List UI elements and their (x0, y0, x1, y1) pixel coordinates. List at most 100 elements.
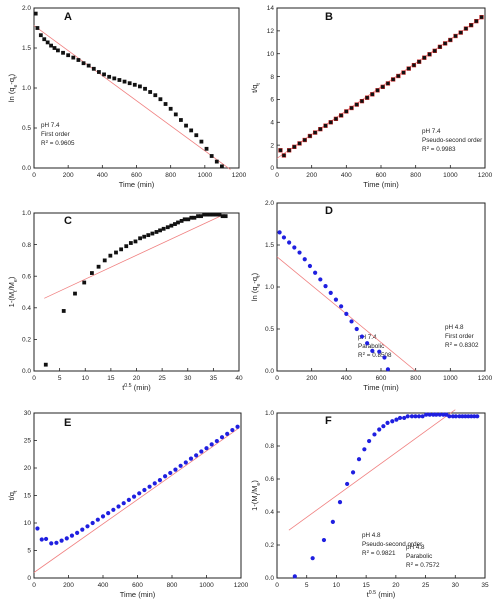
x-tick-label: 20 (392, 582, 400, 589)
y-tick-label: 0.6 (22, 273, 31, 280)
data-point (189, 128, 194, 133)
x-tick-label: 1000 (198, 172, 213, 179)
data-point (199, 139, 204, 144)
data-point (209, 154, 214, 158)
data-point (107, 74, 112, 79)
data-point (432, 48, 437, 54)
data-point (292, 245, 297, 250)
data-point (138, 236, 142, 241)
x-tick-label: 0 (32, 582, 36, 589)
data-point (59, 538, 64, 543)
data-point (111, 507, 116, 512)
data-point (126, 497, 131, 502)
fit-line (288, 409, 456, 531)
data-point (370, 92, 375, 97)
data-point (437, 412, 442, 417)
annotation-line: pH 7.4 (41, 122, 60, 129)
x-tick-label: 200 (63, 582, 74, 589)
y-tick-label: 6 (270, 97, 274, 104)
y-tick-label: 25 (24, 438, 32, 445)
data-point (310, 556, 315, 561)
data-point (411, 62, 417, 68)
x-tick-label: 1200 (234, 582, 249, 589)
data-point (312, 130, 318, 135)
annotation-line: pH 7.4 (422, 128, 441, 135)
fit-line (44, 214, 224, 299)
data-point (220, 164, 224, 169)
x-tick-label: 1200 (232, 172, 247, 179)
panel-letter: F (325, 415, 332, 427)
data-point (333, 297, 339, 302)
data-point (339, 304, 344, 309)
panel-d: 0 200 400 600 800 1000 1200 0.0 0.5 1.0 1.5 2.0 Time… (250, 200, 493, 392)
data-point (49, 541, 54, 546)
data-point (214, 212, 219, 217)
data-point (297, 141, 302, 146)
annotation-line: Pseudo-second order (362, 541, 422, 548)
data-point (292, 144, 297, 150)
panel-letter: D (325, 205, 333, 217)
y-tick-label: 2.0 (22, 5, 31, 12)
data-point (124, 244, 129, 249)
panel-a: 0 200 400 600 800 1000 1200 0.0 0.5 1.0 1.5 2.0 Time… (7, 5, 247, 189)
data-point (448, 37, 453, 43)
data-point (54, 540, 59, 545)
data-point (333, 116, 339, 122)
data-point (128, 241, 133, 245)
data-point (382, 355, 387, 360)
data-point (153, 93, 158, 98)
x-tick-label: 5 (58, 375, 62, 382)
y-tick-label: 0.0 (265, 368, 274, 375)
data-point (148, 90, 153, 94)
x-tick-label: 40 (235, 375, 243, 382)
data-point (204, 146, 209, 151)
x-tick-label: 1000 (443, 375, 458, 382)
data-point (80, 527, 85, 532)
data-point (458, 30, 463, 35)
y-tick-label: 0.2 (265, 542, 274, 549)
data-point (183, 460, 188, 465)
data-point (76, 58, 81, 62)
data-point (127, 81, 132, 86)
data-point (354, 102, 359, 107)
data-point (173, 222, 177, 226)
data-point (377, 349, 382, 354)
data-point (302, 257, 307, 262)
y-tick-label: 1.0 (22, 85, 31, 92)
data-point (474, 18, 479, 24)
data-point (307, 133, 313, 139)
x-axis-label: Time (min) (363, 383, 399, 392)
data-point (157, 478, 163, 483)
annotation-line: R2 = 0.9821 (362, 549, 396, 558)
x-axis-label: t0.5 (min) (122, 383, 151, 392)
data-point (168, 106, 173, 111)
data-point (424, 412, 429, 417)
data-point (102, 72, 106, 77)
panel-c: 0 5 10 15 20 25 30 35 40 0.0 0.2 0.4 0.6 0.8 1.0 t0.5 (… (7, 210, 392, 392)
annotation-line: First order (41, 131, 70, 138)
data-point (287, 240, 292, 245)
data-point (178, 463, 183, 468)
x-tick-label: 800 (167, 582, 178, 589)
data-point (106, 510, 111, 516)
data-point (176, 220, 180, 225)
x-tick-label: 200 (63, 172, 74, 179)
data-point (163, 102, 168, 106)
data-point (437, 44, 443, 50)
data-point (420, 414, 425, 419)
data-point (330, 519, 335, 525)
x-tick-label: 800 (410, 375, 421, 382)
data-point (154, 230, 159, 234)
y-tick-label: 1.0 (22, 210, 31, 217)
y-tick-label: 1.5 (22, 45, 31, 52)
data-point (450, 414, 456, 419)
data-point (158, 97, 163, 102)
data-point (385, 367, 391, 372)
data-point (377, 427, 382, 432)
data-point (108, 253, 113, 258)
y-axis-label: t/qt (7, 490, 19, 500)
data-point (96, 264, 101, 269)
data-point (367, 438, 372, 444)
y-tick-label: 10 (267, 51, 275, 58)
